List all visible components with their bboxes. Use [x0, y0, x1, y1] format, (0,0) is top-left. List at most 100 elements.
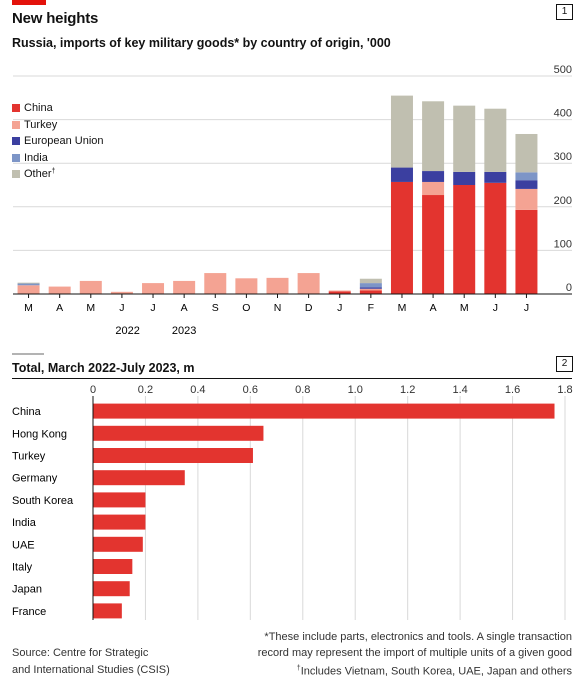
- bar-segment-european-union: [359, 287, 382, 289]
- bar-segment-turkey: [297, 273, 320, 294]
- bar: [93, 603, 122, 619]
- legend-item-eu: European Union: [12, 133, 104, 150]
- bar-segment-other: [390, 95, 413, 168]
- bar: [93, 581, 130, 597]
- x-tick-label: M: [86, 302, 95, 314]
- x-tick-label: F: [368, 302, 374, 314]
- category-label: Germany: [12, 473, 58, 485]
- x-tick-label: 0.8: [295, 384, 310, 396]
- x-tick-label: D: [305, 302, 313, 314]
- category-label: France: [12, 606, 46, 618]
- y-tick-label: 400: [554, 108, 572, 120]
- legend-label-china: China: [24, 102, 53, 115]
- legend-swatch-india: [12, 153, 20, 162]
- bar-segment-china: [359, 290, 382, 294]
- category-label: South Korea: [12, 495, 74, 507]
- bar-segment-turkey: [359, 288, 382, 291]
- bar-segment-china: [390, 181, 413, 294]
- x-tick-label: O: [242, 302, 250, 314]
- x-tick-label: 0.4: [190, 384, 205, 396]
- x-tick-label: 0.6: [243, 384, 258, 396]
- x-tick-label: J: [337, 302, 342, 314]
- bar-segment-turkey: [110, 291, 133, 294]
- bar-segment-china: [328, 291, 351, 294]
- x-tick-label: 0.2: [138, 384, 153, 396]
- bar-segment-european-union: [453, 171, 476, 185]
- bar-segment-turkey: [48, 286, 71, 294]
- chart-subtitle: Russia, imports of key military goods* b…: [12, 36, 391, 50]
- footnote-line-1: *These include parts, electronics and to…: [264, 631, 572, 643]
- bar-segment-other: [422, 101, 445, 172]
- x-tick-label: J: [524, 302, 529, 314]
- x-tick-label: A: [56, 302, 63, 314]
- bar-segment-european-union: [422, 171, 445, 182]
- x-tick-label: 0: [90, 384, 96, 396]
- y-tick-label: 200: [554, 195, 572, 207]
- bar-segment-european-union: [515, 180, 538, 189]
- legend: China Turkey European Union India Other †: [12, 100, 104, 183]
- bar-segment-european-union: [484, 171, 507, 183]
- bar: [93, 559, 133, 574]
- bar: [93, 403, 555, 419]
- x-tick-label: M: [460, 302, 469, 314]
- category-label: Hong Kong: [12, 428, 67, 440]
- legend-label-india: India: [24, 151, 48, 164]
- bar-segment-turkey: [204, 273, 227, 294]
- category-label: China: [12, 406, 42, 418]
- source-line-2: and International Studies (CSIS): [12, 664, 170, 676]
- section-divider: [12, 353, 44, 355]
- x-tick-label: M: [398, 302, 407, 314]
- legend-item-turkey: Turkey: [12, 117, 104, 134]
- bar-segment-turkey: [142, 283, 165, 294]
- legend-item-other: Other †: [12, 166, 104, 183]
- bar-segment-turkey: [328, 290, 351, 292]
- footnote-line-2: record may represent the import of multi…: [257, 647, 572, 659]
- bar-segment-other: [484, 108, 507, 172]
- x-tick-label: 1.4: [452, 384, 467, 396]
- bar-segment-european-union: [390, 167, 413, 182]
- category-label: UAE: [12, 539, 35, 551]
- stacked-bar-chart: 0 100 200 300 400 500 M A M J J A S O N D J F M A M J J 2022 202…: [13, 64, 572, 337]
- legend-swatch-turkey: [12, 120, 20, 129]
- chart-title: New heights: [12, 10, 99, 27]
- footnote-dagger: †: [296, 665, 301, 672]
- bar-segment-turkey: [266, 277, 289, 294]
- bar-segment-other: [359, 278, 382, 284]
- source-note: Source: Centre for Strategic and Interna…: [12, 645, 170, 679]
- bar-segment-india: [17, 283, 40, 286]
- legend-label-eu: European Union: [24, 135, 104, 148]
- x-tick-label: 1.6: [505, 384, 520, 396]
- year-label: 2022: [115, 325, 139, 337]
- footnote: *These include parts, electronics and to…: [258, 629, 572, 680]
- legend-item-india: India: [12, 150, 104, 167]
- bar-segment-other: [515, 133, 538, 173]
- panel-number-2: 2: [556, 356, 573, 372]
- x-tick-label: A: [181, 302, 188, 314]
- year-label: 2023: [172, 325, 196, 337]
- panel2-title: Total, March 2022-July 2023, m: [12, 361, 195, 375]
- y-tick-label: 500: [554, 64, 572, 76]
- legend-swatch-china: [12, 104, 20, 113]
- x-tick-label: J: [119, 302, 124, 314]
- bar-segment-india: [359, 283, 382, 288]
- bar-segment-india: [515, 172, 538, 181]
- x-tick-label: A: [430, 302, 437, 314]
- legend-swatch-eu: [12, 137, 20, 146]
- footnote-line-3: †Includes Vietnam, South Korea, UAE, Jap…: [258, 661, 572, 680]
- legend-item-china: China: [12, 100, 104, 117]
- bar-segment-turkey: [17, 285, 40, 294]
- bar-segment-other: [453, 105, 476, 172]
- footnote-line-3-text: Includes Vietnam, South Korea, UAE, Japa…: [300, 665, 572, 678]
- bar-segment-turkey: [422, 181, 445, 196]
- bar-segment-china: [484, 182, 507, 294]
- bar-segment-turkey: [515, 188, 538, 210]
- x-tick-label: 1.0: [348, 384, 363, 396]
- bar: [93, 470, 185, 486]
- bar-segment-china: [515, 209, 538, 294]
- category-label: India: [12, 517, 37, 529]
- category-label: Japan: [12, 584, 42, 596]
- x-tick-label: J: [150, 302, 155, 314]
- panel-number-1: 1: [556, 4, 573, 20]
- bar-segment-turkey: [79, 280, 102, 294]
- legend-label-turkey: Turkey: [24, 118, 58, 131]
